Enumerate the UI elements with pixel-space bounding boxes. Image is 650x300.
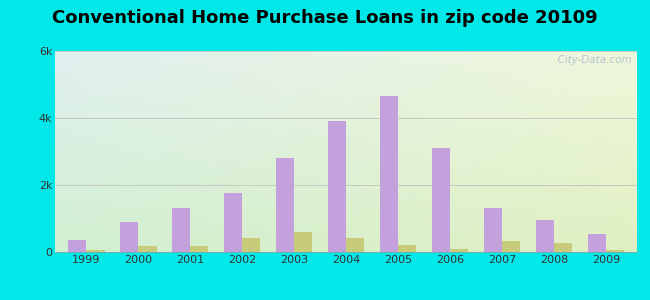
Bar [502,241,520,252]
Bar [536,220,554,252]
Bar [380,96,398,252]
Bar [450,250,468,252]
Bar [224,194,242,252]
Bar [120,222,138,252]
Bar [138,246,157,252]
Bar [484,208,502,252]
Bar [294,232,313,252]
Bar [606,250,624,252]
Legend: HMDA, PMIC: HMDA, PMIC [272,299,420,300]
Text: City-Data.com: City-Data.com [551,55,631,65]
Bar [346,238,364,252]
Bar [398,245,416,252]
Bar [68,240,86,252]
Bar [276,158,294,252]
Bar [554,243,572,252]
Bar [172,208,190,252]
Text: Conventional Home Purchase Loans in zip code 20109: Conventional Home Purchase Loans in zip … [52,9,598,27]
Bar [242,238,261,252]
Bar [432,148,450,252]
Bar [588,234,606,252]
Bar [190,246,209,252]
Bar [86,250,105,252]
Bar [328,121,346,252]
